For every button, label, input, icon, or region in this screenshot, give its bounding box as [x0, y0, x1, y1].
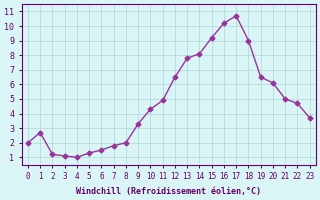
X-axis label: Windchill (Refroidissement éolien,°C): Windchill (Refroidissement éolien,°C)	[76, 187, 261, 196]
